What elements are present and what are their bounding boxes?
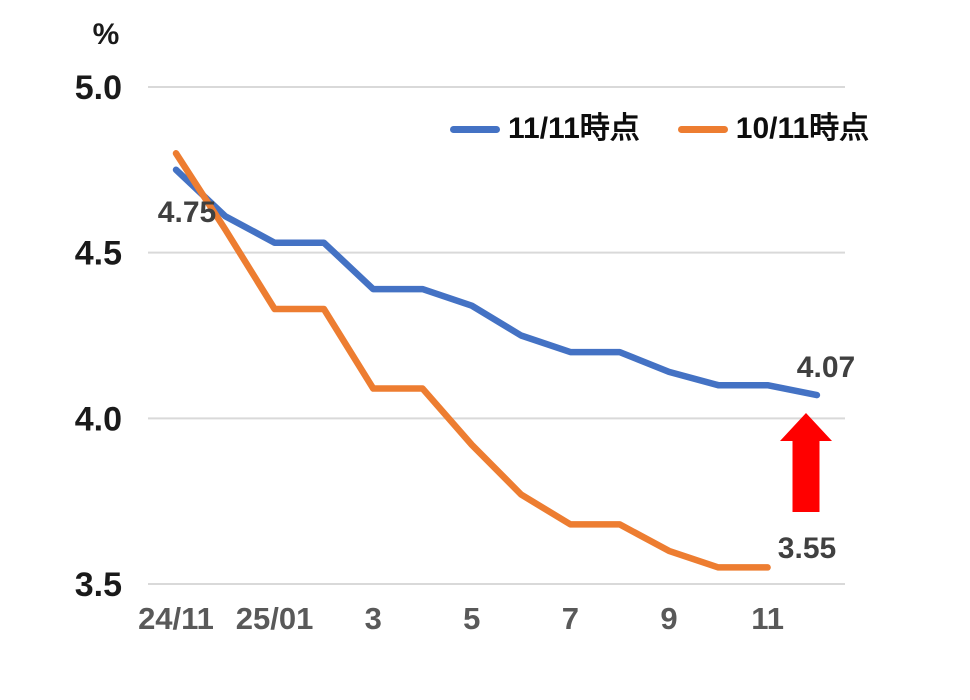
series-line-1 (172, 150, 771, 571)
y-axis-tick-label: 4.0 (75, 400, 122, 438)
legend-label-10-11: 10/11時点 (735, 112, 870, 145)
y-axis-tick-label: 3.5 (75, 566, 122, 604)
legend-line-swatch-blue (450, 125, 500, 133)
y-axis-unit-label: % (92, 18, 120, 51)
up-arrow-icon (780, 413, 832, 512)
x-axis-tick-label: 25/01 (236, 601, 314, 636)
x-axis-tick-label: 9 (660, 601, 677, 636)
y-axis-tick-label: 5.0 (75, 69, 122, 107)
legend-line-swatch-orange (677, 125, 728, 133)
legend-item-10-11: 10/11時点 (677, 112, 870, 145)
legend-item-11-11: 11/11時点 (450, 114, 640, 144)
series-line-0 (172, 166, 821, 399)
x-axis-tick-label: 24/11 (138, 601, 214, 636)
x-axis-tick-label: 3 (365, 601, 382, 636)
legend-label-11-11: 11/11時点 (508, 112, 640, 145)
data-label-end-value-orange: 3.55 (777, 532, 837, 565)
x-axis-tick-label: 11 (751, 601, 784, 636)
data-label-start-value: 4.75 (157, 196, 217, 229)
legend: 11/11時点 10/11時点 (450, 110, 869, 148)
x-axis-tick-label: 7 (562, 601, 579, 636)
y-axis-tick-label: 4.5 (75, 235, 122, 273)
x-axis-tick-label: 5 (463, 601, 480, 636)
data-label-end-value-blue: 4.07 (796, 351, 856, 384)
